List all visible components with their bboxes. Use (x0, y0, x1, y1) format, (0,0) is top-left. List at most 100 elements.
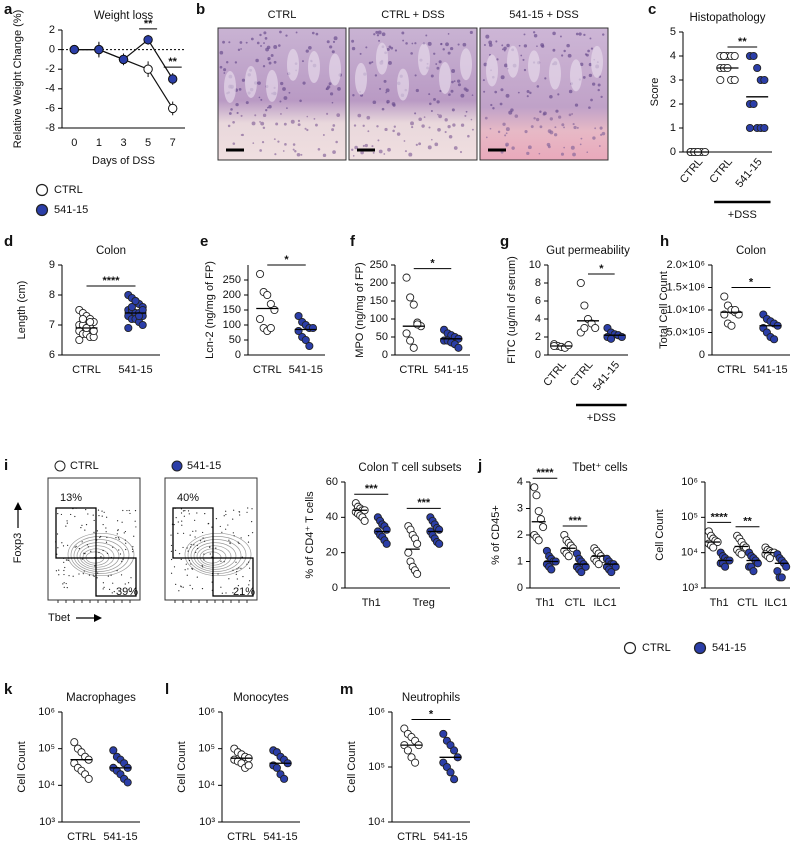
y-tick-label: 1 (670, 122, 676, 134)
event (92, 514, 94, 516)
data-point (564, 552, 573, 561)
event (207, 523, 209, 525)
nucleus (351, 46, 356, 51)
nucleus (437, 113, 439, 116)
data-point (305, 341, 314, 351)
nucleus (259, 149, 262, 152)
nucleus (450, 46, 454, 51)
x-tick-label: CTRL (72, 364, 101, 376)
event (113, 591, 115, 593)
y-tick-label: 1.5×10⁶ (667, 281, 705, 293)
nucleus (414, 42, 417, 45)
nucleus (425, 34, 428, 37)
event (228, 578, 230, 580)
data-point (406, 336, 415, 345)
nucleus (235, 102, 239, 107)
nucleus (296, 152, 301, 157)
y-tick-label: 10³ (39, 816, 55, 828)
nucleus (305, 49, 309, 53)
x-tick-label: 541-15 (263, 831, 297, 843)
nucleus (373, 33, 376, 36)
panel-letter: k (4, 681, 13, 698)
event (97, 509, 100, 511)
nucleus (405, 42, 408, 45)
y-axis-label: % of CD45+ (490, 505, 502, 565)
event (191, 568, 193, 570)
y-tick-label: 0 (49, 44, 55, 56)
nucleus (590, 98, 593, 102)
event (211, 526, 213, 528)
event (64, 566, 66, 569)
data-point (266, 299, 275, 309)
event (240, 567, 242, 569)
nucleus (598, 145, 601, 147)
nucleus (467, 134, 470, 138)
data-point (720, 292, 729, 301)
nucleus (590, 47, 594, 50)
event (249, 567, 251, 569)
data-point (782, 562, 791, 571)
nucleus (505, 93, 510, 98)
nucleus (329, 92, 334, 96)
event (68, 575, 70, 577)
event (107, 575, 109, 577)
nucleus (262, 113, 267, 118)
event (182, 532, 185, 534)
significance-label: **** (711, 511, 729, 523)
data-point (263, 290, 272, 300)
nucleus (365, 46, 368, 49)
data-point (749, 51, 758, 61)
x-tick-label: CTRL (399, 364, 428, 376)
nucleus (306, 115, 309, 118)
nucleus (539, 110, 542, 113)
nucleus (254, 114, 257, 117)
significance-label: ** (144, 18, 153, 30)
nucleus (290, 119, 295, 124)
event (98, 551, 100, 554)
event (182, 546, 184, 549)
nucleus (325, 88, 328, 91)
event (62, 545, 65, 547)
event (93, 519, 95, 522)
image-title: 541-15 + DSS (509, 9, 578, 21)
crypt (224, 70, 236, 103)
event (98, 515, 100, 517)
x-tick-label: 541-15 (118, 364, 152, 376)
nucleus (292, 148, 295, 151)
nucleus (436, 100, 440, 104)
event (188, 559, 191, 562)
arrowhead (14, 502, 22, 510)
nucleus (423, 116, 426, 118)
y-axis-label: MPO (ng/mg of FP) (354, 262, 366, 357)
event (229, 542, 231, 545)
x-tick-label: Treg (413, 597, 435, 609)
nucleus (255, 58, 259, 63)
nucleus (511, 146, 515, 150)
nucleus (464, 114, 467, 117)
event (63, 561, 65, 563)
y-tick-label: 0 (517, 582, 523, 594)
chart-title: Colon T cell subsets (358, 462, 461, 474)
nucleus (585, 53, 589, 57)
nucleus (259, 121, 261, 123)
x-tick-label: ILC1 (764, 597, 787, 609)
event (112, 582, 114, 584)
y-tick-label: 7 (49, 319, 55, 331)
nucleus (219, 65, 223, 69)
nucleus (315, 32, 319, 36)
nucleus (492, 107, 495, 110)
nucleus (483, 62, 488, 67)
y-tick-label: 50 (376, 331, 388, 343)
event (189, 534, 191, 536)
event (232, 532, 234, 534)
chart-title: Colon (736, 245, 766, 257)
nucleus (447, 33, 450, 35)
nucleus (436, 66, 440, 70)
y-tick-label: 2 (670, 98, 676, 110)
data-point (409, 343, 418, 352)
event (182, 586, 184, 588)
y-tick-label: 50 (229, 334, 241, 346)
nucleus (252, 142, 255, 144)
event (237, 541, 239, 543)
nucleus (560, 35, 562, 38)
